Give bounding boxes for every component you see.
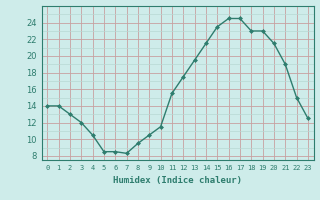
X-axis label: Humidex (Indice chaleur): Humidex (Indice chaleur)	[113, 176, 242, 185]
